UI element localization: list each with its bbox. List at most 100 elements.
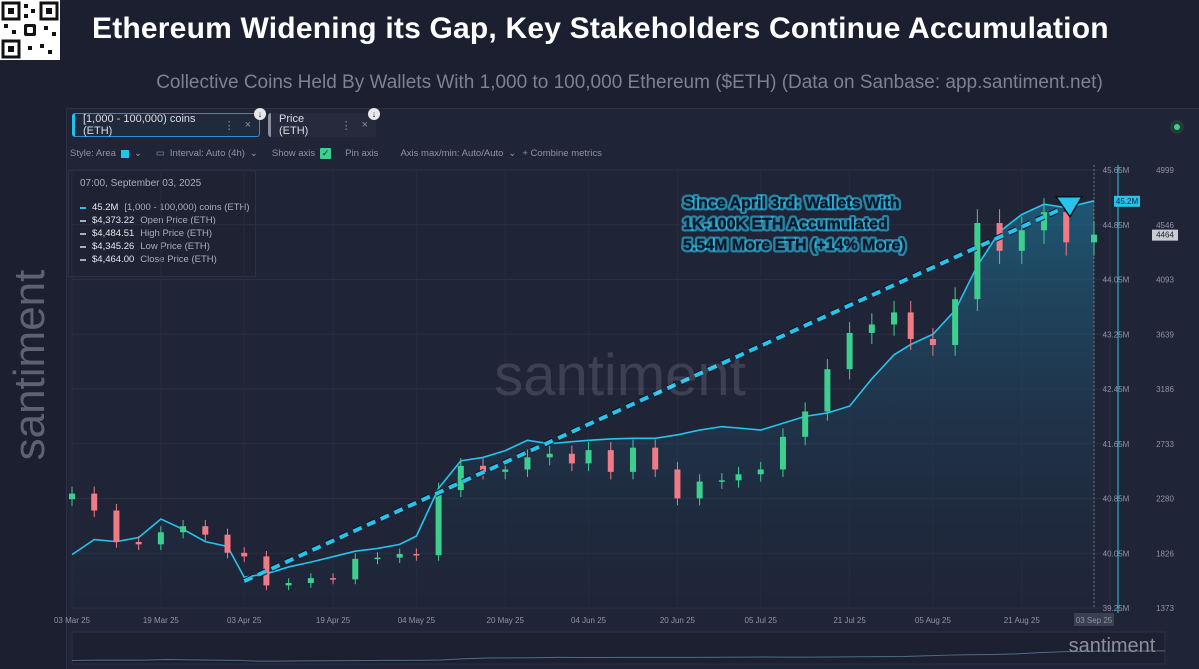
y-tick-label-holdings: 44.05M [1103, 276, 1130, 285]
price-candle [180, 526, 187, 533]
more-icon[interactable]: ⋮ [223, 119, 235, 132]
y-tick-label-holdings: 40.05M [1103, 549, 1130, 558]
price-candle [113, 510, 120, 542]
pin-axis-toggle[interactable]: Pin axis [345, 148, 379, 159]
side-watermark: santiment [6, 270, 54, 461]
download-icon[interactable]: ↓ [368, 108, 380, 120]
price-candle [502, 469, 509, 472]
metric-chip-holdings-label: [1,000 - 100,000) coins (ETH) [83, 113, 196, 137]
combine-metrics-button[interactable]: + Combine metrics [522, 148, 602, 159]
x-tick-label: 03 Sep 25 [1076, 616, 1113, 625]
current-price-label: 4464 [1156, 231, 1174, 240]
legend-row: $4,484.51 High Price (ETH) [80, 228, 212, 239]
series-color-icon [80, 258, 86, 261]
y-tick-label-holdings: 39.25M [1103, 604, 1130, 613]
checkbox-checked-icon[interactable]: ✓ [320, 148, 332, 159]
x-tick-label: 04 May 25 [398, 616, 436, 625]
metric-chip-holdings[interactable]: [1,000 - 100,000) coins (ETH) ⋮ × [72, 113, 260, 137]
qr-code [0, 0, 60, 60]
price-candle [435, 489, 442, 556]
trend-arrow-head [1054, 196, 1084, 219]
price-candle [307, 578, 314, 583]
x-tick-label: 04 Jun 25 [571, 616, 607, 625]
chevron-down-icon: ⌄ [249, 148, 258, 159]
current-price-tag [1152, 229, 1178, 241]
price-candle [802, 411, 809, 437]
bottom-watermark: santiment [1069, 635, 1156, 657]
annotation-glow: 1K-100K ETH Accumulated [683, 216, 888, 233]
price-candle [69, 493, 75, 500]
series-color-icon [80, 245, 86, 248]
chart-legend: 07:00, September 03, 2025 45.2M [1,000 -… [68, 170, 256, 277]
price-candle [757, 469, 764, 475]
close-icon[interactable]: × [244, 119, 251, 131]
color-swatch-icon[interactable] [120, 149, 129, 158]
trend-arrow-line [243, 204, 1067, 584]
x-tick-label: 21 Jul 25 [833, 616, 866, 625]
x-tick-label: 03 Mar 25 [54, 616, 91, 625]
live-status-icon [1170, 120, 1184, 134]
annotation-text: 5.54M More ETH (+14% More) [683, 237, 906, 254]
download-icon[interactable]: ↓ [254, 108, 266, 120]
price-candle [568, 453, 575, 464]
side-watermark-text: santiment [6, 270, 54, 461]
current-holdings-label: 45.2M [1116, 197, 1139, 206]
price-candle [263, 556, 270, 586]
price-candle [846, 332, 853, 370]
x-tick-highlight [1074, 613, 1114, 626]
y-tick-label-holdings: 45.65M [1103, 166, 1130, 175]
price-candle [135, 541, 142, 545]
price-candle [652, 447, 659, 470]
chart-toolbar: Style: Area ⌄ ▭ Interval: Auto (4h) ⌄ Sh… [70, 148, 602, 159]
y-tick-label-price: 4546 [1156, 221, 1174, 230]
y-tick-label-price: 1826 [1156, 549, 1174, 558]
current-holdings-tag [1114, 195, 1140, 207]
center-watermark: santiment [494, 343, 745, 408]
metric-chip-price[interactable]: Price (ETH) ⋮ × [268, 113, 376, 137]
price-candle [674, 469, 681, 499]
price-candle [907, 312, 914, 339]
price-candle [457, 465, 464, 490]
interval-selector[interactable]: ▭ Interval: Auto (4h) ⌄ [155, 148, 258, 159]
x-tick-label: 03 Apr 25 [227, 616, 262, 625]
y-tick-label-holdings: 43.25M [1103, 330, 1130, 339]
price-candle [629, 447, 636, 472]
holdings-area [72, 200, 1094, 608]
price-candle [91, 493, 98, 511]
x-tick-label: 19 Mar 25 [143, 616, 180, 625]
legend-date: 07:00, September 03, 2025 [80, 178, 202, 189]
axis-maxmin-selector[interactable]: Axis max/min: Auto/Auto ⌄ [400, 148, 517, 159]
price-candle [696, 481, 703, 499]
show-axis-toggle[interactable]: Show axis ✓ [271, 148, 332, 159]
price-candle [413, 554, 420, 556]
price-candle [546, 453, 553, 458]
navigator-line [71, 650, 1166, 662]
x-tick-label: 05 Jul 25 [745, 616, 778, 625]
y-tick-label-holdings: 41.65M [1103, 440, 1130, 449]
chevron-down-icon: ⌄ [508, 148, 517, 159]
price-candle [480, 465, 487, 472]
price-candle [224, 534, 231, 553]
x-tick-label: 21 Aug 25 [1004, 616, 1041, 625]
y-tick-label-holdings: 44.85M [1103, 221, 1130, 230]
legend-row: $4,464.00 Close Price (ETH) [80, 254, 217, 265]
legend-row: 45.2M [1,000 - 100,000) coins (ETH) [80, 202, 250, 213]
price-candle [735, 474, 742, 481]
y-tick-label-price: 4093 [1156, 276, 1174, 285]
price-candle [202, 526, 209, 535]
price-candle [607, 450, 614, 472]
price-candle [396, 554, 403, 558]
x-tick-label: 20 Jun 25 [660, 616, 696, 625]
price-candle [718, 480, 725, 482]
close-icon[interactable]: × [361, 119, 368, 131]
price-candle [929, 338, 936, 346]
price-candle [241, 552, 248, 557]
price-candle [1041, 212, 1048, 231]
more-icon[interactable]: ⋮ [340, 119, 352, 132]
style-selector[interactable]: Style: Area ⌄ [70, 148, 142, 159]
y-tick-label-price: 1373 [1156, 604, 1174, 613]
series-color-icon [80, 206, 86, 209]
series-color-icon [80, 219, 86, 222]
navigator-panel[interactable] [71, 631, 1166, 665]
